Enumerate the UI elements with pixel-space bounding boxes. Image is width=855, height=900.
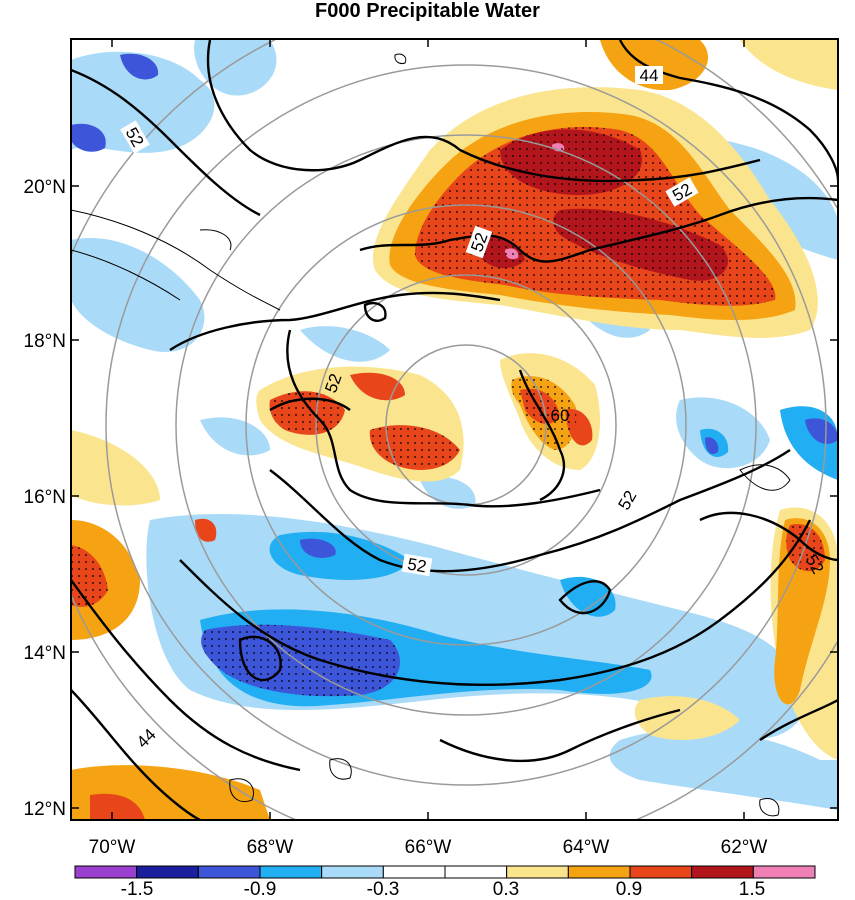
lat-label: 18°N <box>24 331 66 352</box>
colorbar-swatch <box>629 865 693 879</box>
map-title: F000 Precipitable Water <box>315 0 540 22</box>
lat-label: 14°N <box>24 643 66 664</box>
svg-text:60: 60 <box>551 406 570 425</box>
contour-label: 52 <box>401 553 433 576</box>
lat-label: 12°N <box>24 799 66 820</box>
colorbar-label: 1.5 <box>739 879 765 900</box>
contour-label: 60 <box>551 406 570 425</box>
lat-label: 16°N <box>24 487 66 508</box>
lon-label: 68°W <box>247 837 294 858</box>
colorbar <box>74 865 816 879</box>
colorbar-swatch <box>321 865 384 879</box>
colorbar-label: 0.9 <box>616 879 642 900</box>
contour-lines <box>71 39 838 820</box>
contour-label: 44 <box>635 66 663 85</box>
colorbar-swatch <box>567 865 631 879</box>
colorbar-swatch <box>74 865 138 879</box>
lon-labels: 70°W 68°W 66°W 64°W 62°W <box>89 837 768 858</box>
map-frame <box>70 38 839 821</box>
colorbar-label: -0.9 <box>244 879 277 900</box>
colorbar-swatch <box>197 865 261 879</box>
lon-label: 64°W <box>563 837 610 858</box>
colorbar-labels: -1.5 -0.9 -0.3 0.3 0.9 1.5 <box>121 879 766 900</box>
lon-label: 66°W <box>405 837 452 858</box>
lat-ticks <box>71 185 838 809</box>
lon-label: 62°W <box>721 837 768 858</box>
lat-labels: 20°N 18°N 16°N 14°N 12°N <box>24 177 66 820</box>
svg-text:52: 52 <box>406 554 428 576</box>
colorbar-swatch <box>691 865 754 879</box>
lat-label: 20°N <box>24 177 66 198</box>
range-rings <box>71 39 838 820</box>
colorbar-swatch <box>259 865 323 879</box>
colorbar-swatch <box>506 865 569 879</box>
lon-label: 70°W <box>89 837 136 858</box>
svg-text:44: 44 <box>640 66 659 85</box>
colorbar-swatch <box>382 865 446 879</box>
lon-ticks <box>111 39 745 820</box>
colorbar-label: -0.3 <box>367 879 400 900</box>
colorbar-label: -1.5 <box>121 879 154 900</box>
colorbar-swatch <box>444 865 508 879</box>
colorbar-swatch <box>136 865 199 879</box>
colorbar-swatch <box>752 865 816 879</box>
map-panel: 44 52 52 52 52 60 52 52 52 44 <box>71 39 838 820</box>
colorbar-label: 0.3 <box>493 879 519 900</box>
thin-contours <box>71 53 791 817</box>
